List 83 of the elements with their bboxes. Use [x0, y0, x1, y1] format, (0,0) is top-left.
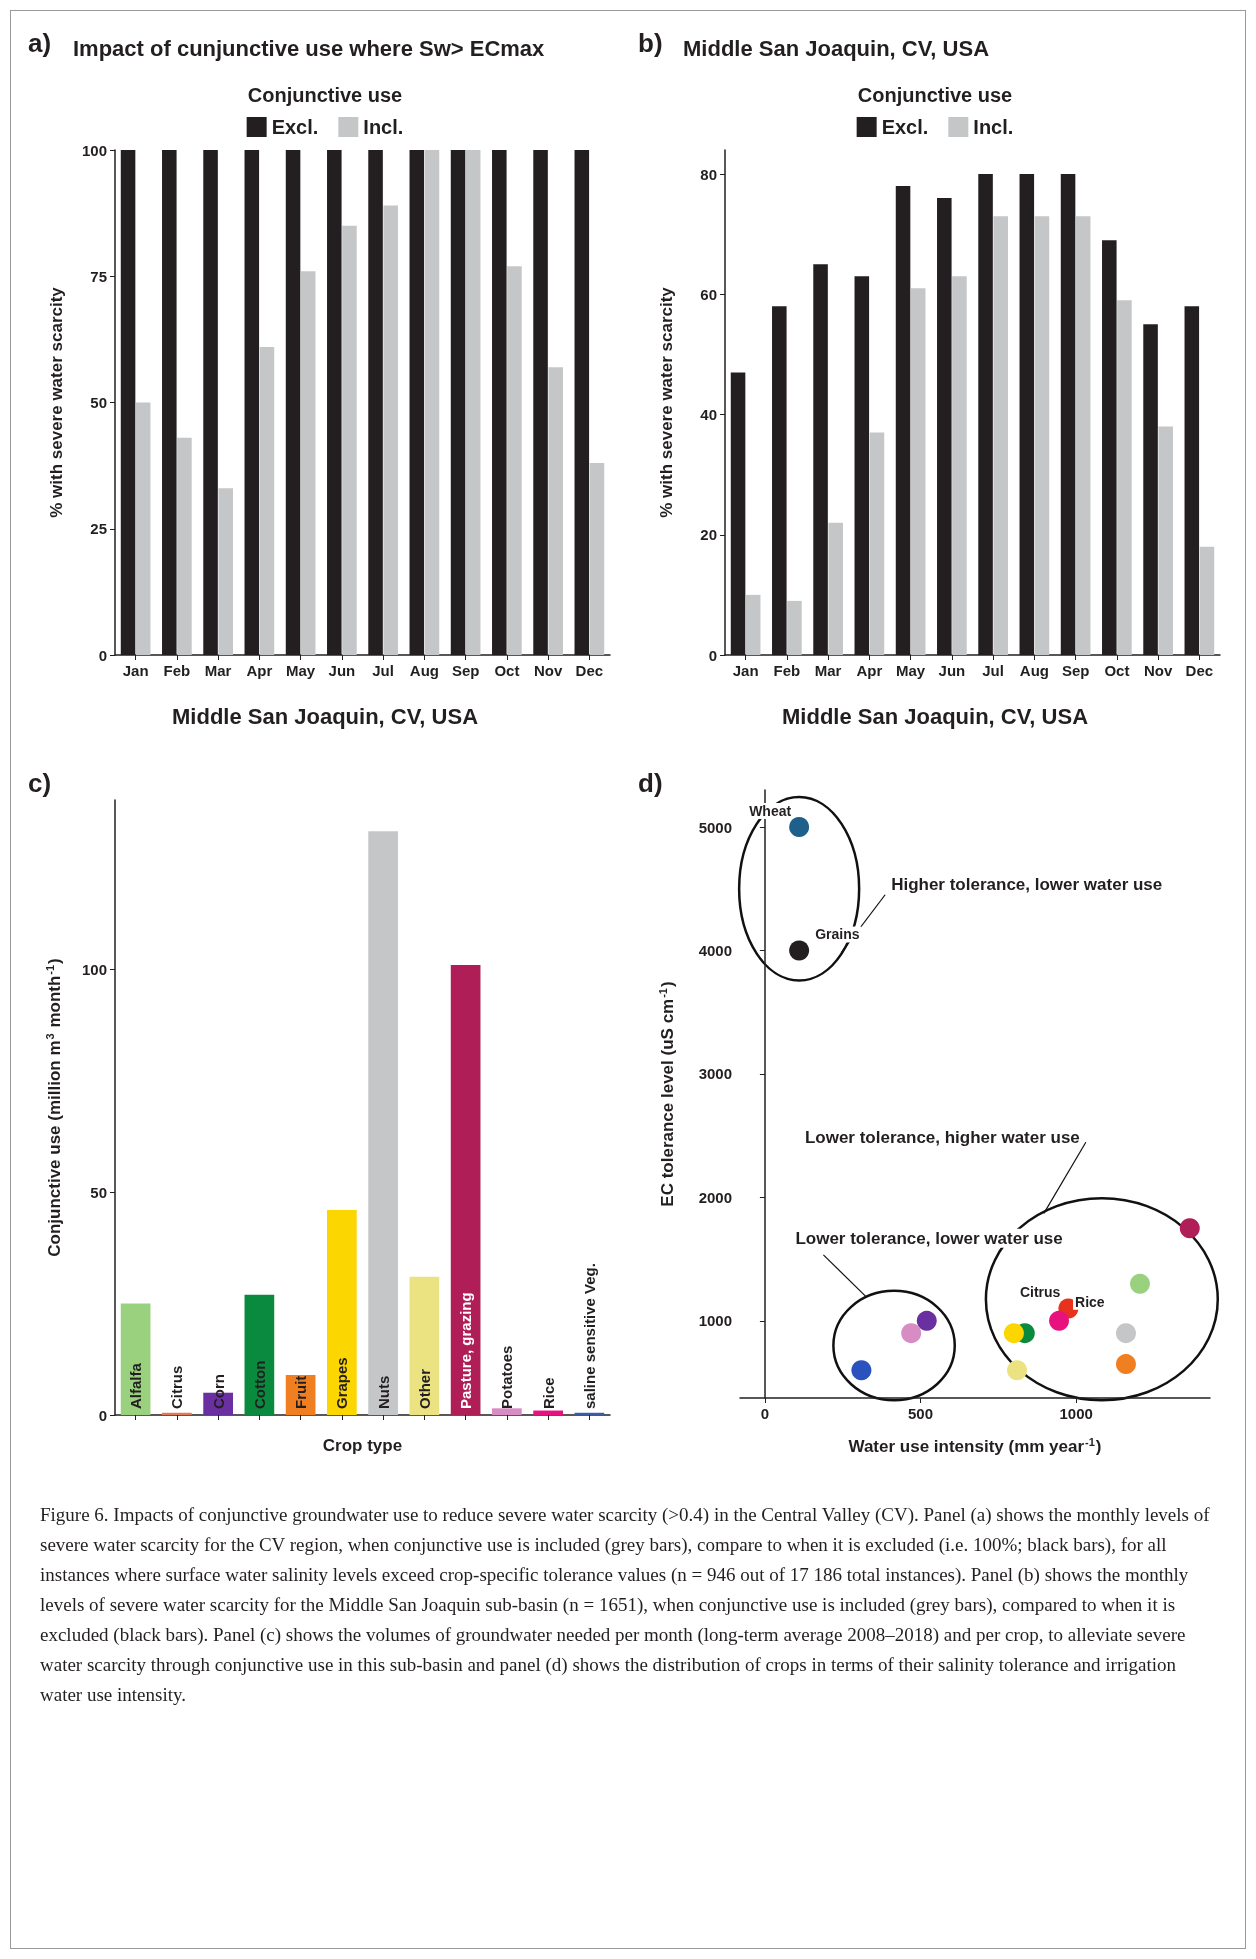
y-tick-label: 2000 — [698, 1188, 732, 1206]
x-tick-label: Dec — [1185, 662, 1214, 679]
text: c) — [28, 768, 52, 798]
x-tick-label: Oct — [494, 662, 520, 679]
x-axis-title: Crop type — [322, 1436, 403, 1455]
x-tick-label: Jun — [938, 662, 966, 679]
y-axis-title: % with severe water scarcity — [47, 286, 66, 518]
x-tick-label: 1000 — [1059, 1405, 1093, 1422]
legend-label: Incl. — [363, 116, 404, 138]
y-tick-label: 25 — [90, 520, 107, 538]
x-tick-label: 500 — [908, 1405, 934, 1422]
chart-title: Impact of cunjunctive use where Sw> ECmax — [73, 35, 546, 61]
category-label: Pasture, grazing — [457, 1292, 475, 1409]
x-tick-label: Dec — [575, 662, 604, 679]
y-tick-label: 5000 — [698, 818, 732, 836]
legend-label: Excl. — [881, 116, 929, 138]
x-tick-label: Jun — [328, 662, 356, 679]
category-label: Citrus — [168, 1365, 186, 1409]
x-tick-label: Jan — [732, 662, 759, 679]
x-tick-label: Jul — [982, 662, 1004, 679]
annotation: Lower tolerance, higher water use — [804, 1128, 1080, 1148]
x-tick-label: Mar — [814, 662, 842, 679]
x-tick-label: 0 — [760, 1405, 770, 1422]
x-tick-label: Sep — [1061, 662, 1090, 679]
chart-title: Middle San Joaquin, CV, USA — [683, 35, 990, 61]
category-label: Corn — [209, 1374, 227, 1409]
y-tick-label: 100 — [81, 960, 107, 978]
caption: Figure 6. Impacts of conjunctive groundwater use to reduce severe water scarcity (>0.4) in the Central Valley (CV). Panel (a) shows the monthly levels of severe water scarcity for the CV region, when conjunctive use is included (grey bars), compare to when it is excluded (i.e. 100%; black bars), for all instances where surface water salinity levels exceed crop-specific tolerance values (n = 946 out of 17 186 total instances). Panel (b) shows the monthly levels of severe water scarcity for the Middle San Joaquin sub-basin (n = 1651), when conjunctive use is included (grey bars), compared to when it is excluded (black bars). Panel (c) shows the volumes of groundwater needed per month (long-term average 2008–2018) and per crop, to alleviate severe water scarcity through conjunctive use in this sub-basin and panel (d) shows the distribution of crops in terms of their salinity tolerance and irrigation water use intensity. — [40, 1503, 1211, 1707]
y-axis-title: EC tolerance level (uS cm-1) — [656, 981, 677, 1207]
category-label: Rice — [539, 1377, 557, 1409]
y-tick-label: 60 — [700, 285, 717, 303]
y-tick-label: 75 — [90, 267, 107, 285]
x-tick-label: Jul — [372, 662, 394, 679]
legend-label: Incl. — [973, 116, 1014, 138]
category-label: Grapes — [333, 1357, 351, 1409]
x-tick-label: Apr — [246, 662, 273, 679]
y-tick-label: 50 — [90, 394, 107, 411]
y-tick-label: 20 — [700, 526, 717, 544]
text: Middle San Joaquin, CV, USA — [171, 703, 479, 729]
y-tick-label: 80 — [700, 165, 717, 183]
legend-title: Conjunctive use — [857, 84, 1013, 106]
x-tick-label: Nov — [1143, 662, 1173, 679]
x-tick-label: Sep — [451, 662, 480, 679]
y-tick-label: 0 — [708, 646, 717, 664]
y-tick-label: 40 — [700, 406, 717, 424]
legend-label: Excl. — [271, 116, 319, 138]
y-axis-title: % with severe water scarcity — [657, 286, 676, 518]
text: b) — [638, 28, 663, 58]
annotation: Rice — [1075, 1293, 1105, 1310]
x-tick-label: Oct — [1104, 662, 1130, 679]
y-tick-label: 100 — [81, 141, 107, 159]
x-tick-label: Aug — [409, 662, 439, 679]
text: d) — [638, 768, 663, 798]
x-tick-label: May — [896, 662, 926, 679]
category-label: Nuts — [374, 1375, 392, 1409]
legend-title: Conjunctive use — [247, 84, 403, 106]
category-label: Other — [415, 1368, 433, 1409]
y-tick-label: 3000 — [698, 1065, 732, 1083]
category-label: Fruit — [292, 1375, 310, 1409]
x-tick-label: Apr — [856, 662, 883, 679]
y-tick-label: 50 — [90, 1183, 107, 1201]
annotation: Citrus — [1019, 1284, 1061, 1301]
x-tick-label: Jan — [122, 662, 149, 679]
category-label: Cotton — [250, 1360, 268, 1409]
category-label: Alfalfa — [127, 1363, 145, 1409]
x-tick-label: May — [286, 662, 316, 679]
category-label: Potatoes — [498, 1345, 516, 1409]
x-tick-label: Feb — [163, 662, 191, 679]
text: Middle San Joaquin, CV, USA — [781, 703, 1089, 729]
annotation: Lower tolerance, lower water use — [795, 1228, 1063, 1248]
y-tick-label: 4000 — [698, 941, 732, 959]
y-axis-title: Conjunctive use (million m3 month-1) — [43, 958, 64, 1257]
text: a) — [28, 28, 52, 58]
x-tick-label: Nov — [533, 662, 563, 679]
annotation: Higher tolerance, lower water use — [891, 874, 1163, 894]
y-tick-label: 0 — [98, 646, 107, 664]
x-tick-label: Mar — [204, 662, 232, 679]
x-tick-label: Feb — [773, 662, 801, 679]
category-label: saline sensitive Veg. — [580, 1263, 598, 1409]
x-tick-label: Aug — [1019, 662, 1049, 679]
annotation: Grains — [815, 926, 860, 943]
annotation: Wheat — [749, 803, 792, 820]
y-tick-label: 1000 — [698, 1312, 732, 1330]
